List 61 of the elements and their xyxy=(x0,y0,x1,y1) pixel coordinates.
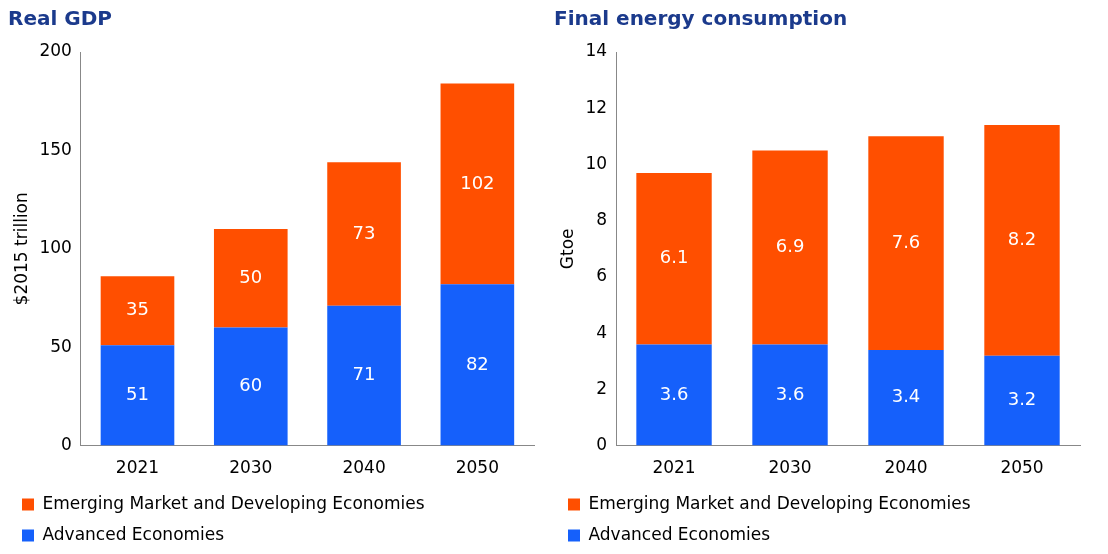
bar xyxy=(327,305,401,446)
bar xyxy=(440,83,515,285)
chart-title: Real GDP xyxy=(8,6,112,31)
data-label: 3.2 xyxy=(1007,388,1037,410)
bar xyxy=(984,355,1060,446)
bar xyxy=(100,276,175,346)
data-label: 3.6 xyxy=(775,382,805,404)
x-tick-label: 2050 xyxy=(455,457,499,478)
x-tick-label: 2021 xyxy=(115,457,160,478)
y-tick-label: 0 xyxy=(596,434,608,455)
data-label: 82 xyxy=(465,352,489,374)
data-label: 7.6 xyxy=(891,230,921,252)
bar xyxy=(636,172,712,345)
bar xyxy=(868,136,944,351)
data-label: 35 xyxy=(126,298,149,320)
data-label: 50 xyxy=(239,265,263,287)
data-label: 73 xyxy=(352,221,376,243)
y-tick-label: 2 xyxy=(596,377,608,398)
y-tick-label: 6 xyxy=(596,265,608,286)
bar xyxy=(213,327,288,446)
y-tick-label: 100 xyxy=(39,237,72,258)
x-tick-label: 2050 xyxy=(1000,457,1044,478)
chart-title: Final energy consumption xyxy=(554,6,848,31)
bar xyxy=(100,345,175,446)
y-tick-label: 12 xyxy=(585,96,608,117)
y-tick-label: 8 xyxy=(596,209,608,230)
data-label: 102 xyxy=(460,171,495,193)
y-tick-label: 10 xyxy=(585,152,608,173)
data-label: 60 xyxy=(239,374,263,396)
y-tick-label: 200 xyxy=(39,40,72,61)
data-label: 3.6 xyxy=(659,382,689,404)
x-tick-label: 2021 xyxy=(652,457,696,478)
data-label: 3.4 xyxy=(891,385,921,407)
legend-label: Advanced Economies xyxy=(42,523,225,544)
data-label: 71 xyxy=(352,363,376,385)
bar xyxy=(327,162,401,306)
bar xyxy=(984,125,1060,356)
bar xyxy=(636,344,712,446)
data-label: 51 xyxy=(126,383,149,405)
legend-label: Emerging Market and Developing Economies xyxy=(42,492,425,513)
x-tick-label: 2040 xyxy=(342,457,386,478)
y-axis-title: Gtoe xyxy=(556,228,577,270)
y-tick-label: 0 xyxy=(61,434,72,455)
bar xyxy=(752,150,828,345)
bar xyxy=(752,344,828,446)
legend-label: Advanced Economies xyxy=(588,523,771,544)
y-tick-label: 14 xyxy=(585,40,608,61)
y-tick-label: 50 xyxy=(50,335,72,356)
x-tick-label: 2040 xyxy=(884,457,928,478)
x-tick-label: 2030 xyxy=(229,457,273,478)
bar xyxy=(440,284,515,446)
data-label: 6.1 xyxy=(659,246,689,268)
legend-label: Emerging Market and Developing Economies xyxy=(588,492,971,513)
y-axis-title: $2015 trillion xyxy=(10,192,31,306)
bar xyxy=(213,229,288,328)
data-label: 6.9 xyxy=(775,235,805,257)
x-tick-label: 2030 xyxy=(768,457,812,478)
data-label: 8.2 xyxy=(1007,228,1037,250)
y-tick-label: 4 xyxy=(596,321,608,342)
y-tick-label: 150 xyxy=(39,138,72,159)
bar xyxy=(868,350,944,446)
